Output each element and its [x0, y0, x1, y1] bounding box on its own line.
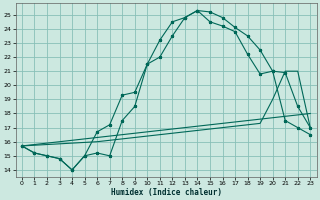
X-axis label: Humidex (Indice chaleur): Humidex (Indice chaleur)	[111, 188, 221, 197]
